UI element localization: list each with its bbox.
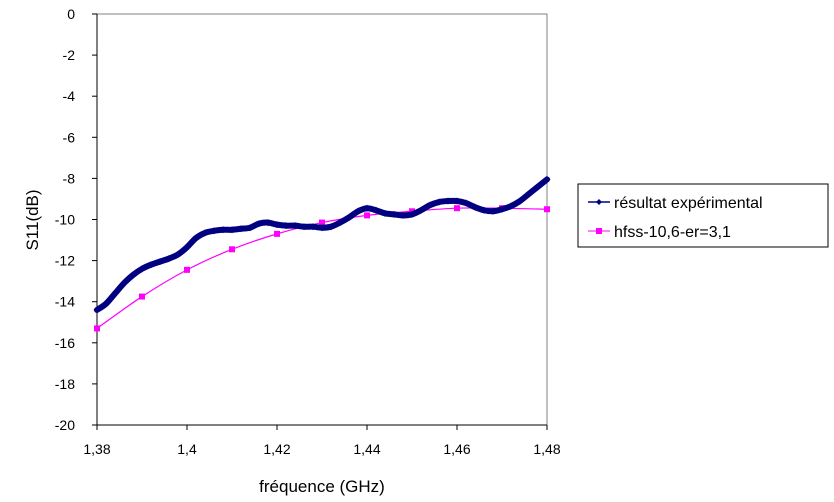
series-experimental-marker: [174, 250, 182, 258]
series-experimental-marker: [93, 306, 101, 314]
series-experimental-marker: [210, 227, 218, 235]
series-experimental-marker: [399, 211, 407, 219]
y-tick-label: 0: [67, 6, 75, 22]
series-experimental-marker: [192, 234, 200, 242]
y-axis: 0 -2 -4 -6 -8 -10 -12 -14 -16 -18 -20: [55, 6, 98, 433]
series-experimental-marker: [426, 201, 434, 209]
series-experimental-marker: [291, 222, 299, 230]
series-hfss-marker: [139, 293, 145, 300]
x-tick-label: 1,4: [177, 441, 197, 457]
series-experimental-marker: [408, 210, 416, 218]
series-experimental-marker: [390, 210, 398, 218]
series-experimental-marker: [480, 206, 488, 214]
y-tick-label: -18: [55, 376, 75, 392]
series-hfss-marker: [274, 230, 280, 237]
series-experimental-marker: [507, 202, 515, 210]
series-experimental-marker: [516, 197, 524, 205]
x-axis-title: fréquence (GHz): [259, 477, 385, 496]
legend-marker-hfss: [596, 228, 602, 234]
y-tick-label: -14: [55, 294, 75, 310]
series-experimental-marker: [381, 209, 389, 217]
series-experimental-marker: [219, 226, 227, 234]
series-experimental-marker: [228, 226, 236, 234]
x-axis: 1,38 1,4 1,42 1,44 1,46 1,48: [83, 424, 561, 457]
legend-marker-experimental: [596, 199, 602, 205]
series-hfss-marker: [319, 219, 325, 226]
series-experimental-marker: [435, 198, 443, 206]
series-experimental-marker: [543, 175, 551, 183]
series-experimental-marker: [156, 258, 164, 266]
plot-area: [96, 13, 548, 426]
series-experimental-marker: [147, 261, 155, 269]
y-tick-label: -6: [63, 129, 76, 145]
series-experimental-marker: [111, 289, 119, 297]
series-experimental-marker: [336, 219, 344, 227]
series-experimental-marker: [183, 243, 191, 251]
y-tick-label: -2: [63, 47, 76, 63]
series-experimental-marker: [300, 223, 308, 231]
series-experimental-marker: [237, 225, 245, 233]
series-experimental-marker: [417, 206, 425, 214]
legend-label-experimental: résultat expérimental: [614, 195, 763, 212]
x-tick-label: 1,48: [533, 441, 560, 457]
series-experimental-marker: [246, 224, 254, 232]
y-tick-label: -12: [55, 253, 75, 269]
y-tick-label: -10: [55, 212, 75, 228]
series-experimental-marker: [255, 220, 263, 228]
series-layer: [93, 175, 551, 332]
series-hfss-marker: [229, 246, 235, 253]
series-experimental-marker: [129, 271, 137, 279]
series-experimental-marker: [282, 222, 290, 230]
series-experimental-marker: [462, 199, 470, 207]
series-experimental-marker: [138, 265, 146, 273]
y-tick-label: -4: [63, 88, 76, 104]
series-experimental-marker: [120, 279, 128, 287]
series-experimental-marker: [345, 213, 353, 221]
series-experimental-marker: [471, 203, 479, 211]
series-experimental-marker: [201, 229, 209, 237]
series-experimental-marker: [327, 223, 335, 231]
x-tick-label: 1,38: [83, 441, 110, 457]
series-experimental-marker: [498, 205, 506, 213]
series-hfss-marker: [184, 266, 190, 273]
series-experimental-marker: [489, 207, 497, 215]
series-experimental-marker: [372, 206, 380, 214]
series-experimental-marker: [444, 197, 452, 205]
y-tick-label: -20: [55, 417, 75, 433]
series-hfss-marker: [544, 206, 550, 213]
legend-label-hfss: hfss-10,6-er=3,1: [614, 224, 731, 241]
x-tick-label: 1,44: [353, 441, 380, 457]
series-experimental-marker: [273, 221, 281, 229]
series-hfss-marker: [94, 325, 100, 332]
series-experimental-marker: [354, 207, 362, 215]
x-tick-label: 1,46: [443, 441, 470, 457]
series-experimental-marker: [363, 204, 371, 212]
series-experimental-marker: [525, 190, 533, 198]
series-experimental-marker: [318, 224, 326, 232]
series-experimental-marker: [453, 197, 461, 205]
series-experimental-marker: [264, 219, 272, 227]
y-axis-title: S11(dB): [23, 189, 42, 250]
series-experimental-marker: [165, 255, 173, 263]
y-tick-label: -8: [63, 170, 76, 186]
series-hfss-marker: [454, 205, 460, 212]
series-experimental-marker: [102, 300, 110, 308]
legend: résultat expérimental hfss-10,6-er=3,1: [577, 183, 829, 248]
series-hfss-marker: [364, 212, 370, 219]
series-experimental-marker: [534, 183, 542, 191]
y-tick-label: -16: [55, 335, 75, 351]
series-experimental-marker: [309, 223, 317, 231]
x-tick-label: 1,42: [263, 441, 290, 457]
legend-box: [577, 183, 829, 248]
